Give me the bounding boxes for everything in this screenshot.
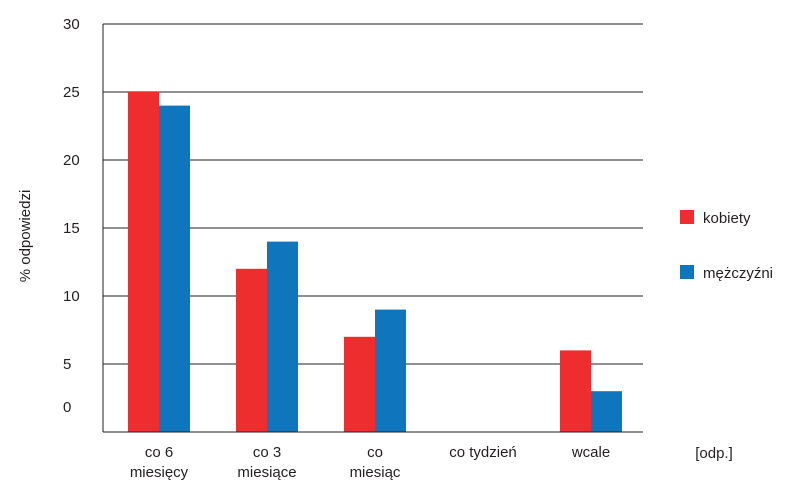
legend-swatch [680,210,694,224]
y-tick-label: 0 [63,399,71,416]
bar-kobiety [128,92,159,432]
y-tick-labels: 0 5 10 15 20 25 30 [63,16,80,416]
y-tick-label: 20 [63,152,80,169]
bar-mezczyzni [267,241,298,432]
y-tick-label: 15 [63,220,80,237]
x-axis-label: [odp.] [695,445,733,462]
x-tick-label: co 3 [253,444,281,461]
x-tick-label: co 6 [145,444,173,461]
legend: kobiety mężczyźni [680,210,773,282]
y-tick-label: 5 [63,356,71,373]
legend-swatch [680,265,694,279]
bar-kobiety [344,336,375,432]
bar-mezczyzni [591,391,622,432]
legend-label: mężczyźni [703,265,773,282]
gridlines [103,23,643,365]
x-tick-label: miesiąc [350,464,401,481]
bar-kobiety [236,268,267,432]
bar-kobiety [560,350,591,432]
category-labels: co 6 miesięcy co 3 miesiące co miesiąc co tydz… [130,444,610,481]
y-tick-label: 10 [63,288,80,305]
y-tick-label: 30 [63,16,80,33]
bars [128,92,622,432]
bar-mezczyzni [375,309,406,432]
x-tick-label: co [367,444,383,461]
x-tick-label: miesięcy [130,464,189,481]
legend-label: kobiety [703,210,751,227]
x-tick-label: miesiące [237,464,296,481]
y-axis-label: % odpowiedzi [17,190,34,283]
bar-mezczyzni [159,105,190,432]
x-tick-label: wcale [571,444,610,461]
x-tick-label: co tydzień [449,444,517,461]
y-tick-label: 25 [63,84,80,101]
